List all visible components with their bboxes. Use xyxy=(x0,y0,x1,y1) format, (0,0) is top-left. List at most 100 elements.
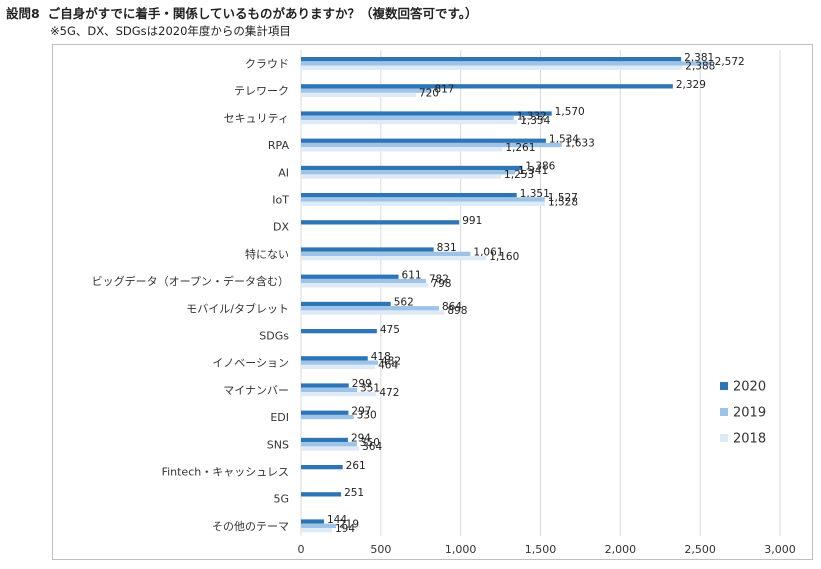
data-label-2019: 817 xyxy=(434,83,454,95)
data-label-2019: 219 xyxy=(339,519,359,531)
x-tick-label: 1,500 xyxy=(525,543,557,556)
bar-2020 xyxy=(301,492,342,497)
category-label: クラウド xyxy=(245,57,289,70)
data-label-2020: 297 xyxy=(351,405,371,417)
data-label-2018: 798 xyxy=(431,278,451,290)
data-label-2018: 1,528 xyxy=(548,196,578,208)
category-label: DX xyxy=(273,221,289,234)
category-label: モバイル/タブレット xyxy=(186,301,289,315)
category-label: SDGs xyxy=(259,329,289,342)
bar-2019 xyxy=(301,197,545,202)
x-tick-label: 2,500 xyxy=(684,543,716,556)
question-number: 設問8 xyxy=(6,6,40,21)
category-label: テレワーク xyxy=(234,85,289,98)
x-tick-label: 0 xyxy=(298,543,305,556)
chart-note: ※5G、DX、SDGsは2020年度からの集計項目 xyxy=(50,24,291,38)
bar-2018 xyxy=(301,256,487,261)
data-label-2019: 351 xyxy=(360,383,380,395)
bar-2020 xyxy=(301,437,348,443)
category-label: ビッグデータ（オープン・データ含む） xyxy=(92,274,289,288)
data-label-2020: 144 xyxy=(327,514,347,526)
bar-2020 xyxy=(301,301,391,307)
bar-2020 xyxy=(301,220,460,225)
bar-2020 xyxy=(301,329,377,334)
category-label: IoT xyxy=(272,193,289,206)
data-label-2018: 364 xyxy=(362,441,382,453)
bar-2018 xyxy=(301,201,545,206)
data-label-2018: 1,253 xyxy=(504,169,534,181)
category-label: 5G xyxy=(273,493,289,506)
category-label: マイナンバー xyxy=(223,384,289,397)
data-label-2020: 2,329 xyxy=(676,79,706,91)
bar-2018 xyxy=(301,364,376,370)
data-label-2018: 464 xyxy=(378,360,398,372)
bar-2019 xyxy=(301,306,439,311)
data-label-2020: 1,534 xyxy=(549,133,579,145)
data-label-2019: 1,633 xyxy=(565,138,595,150)
plot-area-frame xyxy=(52,44,813,560)
bar-2020 xyxy=(301,84,673,89)
bar-2020 xyxy=(301,57,682,62)
data-label-2018: 898 xyxy=(447,305,467,317)
bar-2020 xyxy=(301,111,552,116)
bar-2020 xyxy=(301,410,349,415)
bar-2019 xyxy=(301,523,336,528)
x-tick-label: 500 xyxy=(370,543,391,556)
bar-2018 xyxy=(301,446,360,451)
bar-2019 xyxy=(301,61,712,66)
data-label-2020: 1,351 xyxy=(520,188,550,200)
data-label-2018: 1,261 xyxy=(505,142,535,154)
data-label-2019: 1,332 xyxy=(517,111,547,123)
data-label-2019: 330 xyxy=(357,410,377,422)
bar-2020 xyxy=(301,193,517,198)
data-label-2020: 418 xyxy=(371,351,391,363)
data-label-2018: 1,354 xyxy=(520,115,550,127)
data-label-2018: 1,160 xyxy=(489,251,519,263)
x-tick-label: 3,000 xyxy=(764,543,796,556)
data-label-2020: 251 xyxy=(344,487,364,499)
bar-2019 xyxy=(301,360,378,365)
bar-2018 xyxy=(301,147,503,152)
category-label: イノベーション xyxy=(212,357,289,370)
data-label-2020: 294 xyxy=(351,433,371,445)
data-label-2018: 2,388 xyxy=(685,60,715,72)
question-text: ご自身がすでに着手・関係しているものがありますか？（複数回答可です。） xyxy=(47,6,478,21)
bar-2018 xyxy=(301,65,683,70)
bar-2019 xyxy=(301,170,516,175)
category-label: EDI xyxy=(270,411,289,424)
bar-2020 xyxy=(301,138,546,143)
x-tick-label: 1,000 xyxy=(445,543,477,556)
data-label-2020: 831 xyxy=(437,242,457,254)
bar-2019 xyxy=(301,442,357,447)
bar-2018 xyxy=(301,310,445,315)
bar-2020 xyxy=(301,383,349,388)
bar-2019 xyxy=(301,88,432,93)
legend-swatch-2019 xyxy=(720,408,728,416)
x-tick-label: 2,000 xyxy=(605,543,637,556)
category-label: セキュリティ xyxy=(224,112,289,125)
legend-label: 2019 xyxy=(733,406,766,421)
category-label: RPA xyxy=(268,139,290,152)
bar-2019 xyxy=(301,115,514,120)
category-label: 特にない xyxy=(245,247,289,261)
bar-2019 xyxy=(301,278,426,284)
bar-2020 xyxy=(301,165,523,171)
bar-2018 xyxy=(301,174,502,179)
data-label-2020: 299 xyxy=(352,378,372,390)
data-label-2020: 1,570 xyxy=(555,106,585,118)
category-label: Fintech・キャッシュレス xyxy=(162,465,289,478)
legend-swatch-2020 xyxy=(720,382,728,390)
legend-label: 2020 xyxy=(733,380,766,395)
data-label-2019: 482 xyxy=(381,355,401,367)
data-label-2018: 720 xyxy=(419,88,439,100)
bar-2020 xyxy=(301,274,399,279)
category-label: SNS xyxy=(267,438,289,451)
data-label-2018: 472 xyxy=(379,387,399,399)
bar-2018 xyxy=(301,528,332,533)
bar-2018 xyxy=(301,392,377,397)
data-label-2019: 2,572 xyxy=(715,56,745,68)
data-label-2019: 1,061 xyxy=(473,247,503,259)
data-label-2020: 261 xyxy=(346,460,366,472)
bar-2019 xyxy=(301,251,471,256)
